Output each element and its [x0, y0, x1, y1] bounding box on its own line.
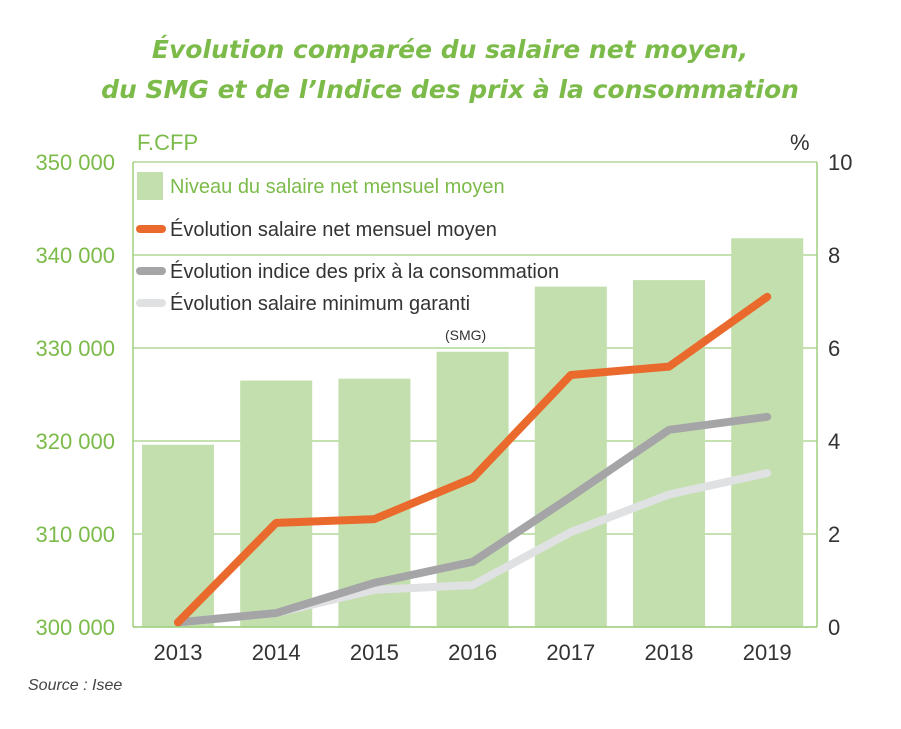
bar-2019	[731, 238, 804, 627]
bar-2017	[534, 286, 607, 627]
legend-label: Évolution indice des prix à la consommat…	[170, 260, 559, 283]
legend-label: Évolution salaire minimum garanti	[170, 292, 470, 315]
legend-swatch	[137, 172, 163, 200]
x-tick: 2013	[154, 640, 203, 665]
chart-title-line-1: Évolution comparée du salaire net moyen,	[152, 35, 748, 64]
bar-2018	[633, 280, 705, 627]
x-tick: 2015	[350, 640, 399, 665]
y-right-tick: 8	[828, 243, 840, 268]
x-tick: 2018	[645, 640, 694, 665]
y-left-tick: 340 000	[35, 243, 115, 268]
y-left-tick: 310 000	[35, 522, 115, 547]
y-left-tick: 320 000	[35, 429, 115, 454]
x-tick: 2017	[546, 640, 595, 665]
y-right-tick: 6	[828, 336, 840, 361]
source-note: Source : Isee	[28, 677, 122, 694]
legend-label: Évolution salaire net mensuel moyen	[170, 218, 497, 241]
y-right-label: %	[790, 130, 810, 155]
y-left-tick: 350 000	[35, 150, 115, 175]
bar-2014	[240, 380, 313, 627]
chart-title-line-2: du SMG et de l’Indice des prix à la cons…	[101, 75, 799, 104]
y-right-tick: 4	[828, 429, 840, 454]
x-tick: 2014	[252, 640, 301, 665]
series-line	[174, 412, 772, 627]
y-right-tick: 10	[828, 150, 852, 175]
legend-label: Niveau du salaire net mensuel moyen	[170, 176, 505, 198]
y-left-tick: 300 000	[35, 615, 115, 640]
y-left-label: F.CFP	[137, 130, 198, 155]
series-line	[174, 292, 772, 627]
x-tick: 2016	[448, 640, 497, 665]
x-tick: 2019	[743, 640, 792, 665]
y-left-tick: 330 000	[35, 336, 115, 361]
legend-label-suffix: (SMG)	[445, 327, 486, 343]
y-right-tick: 2	[828, 522, 840, 547]
y-right-tick: 0	[828, 615, 840, 640]
